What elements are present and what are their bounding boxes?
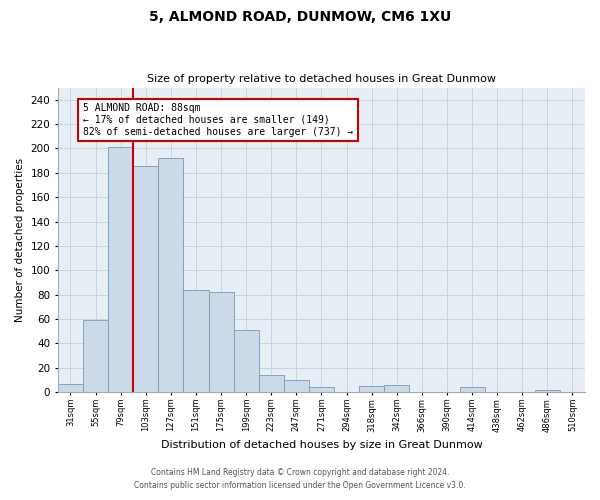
Bar [460,387,485,392]
Bar [535,390,560,392]
Bar [384,385,409,392]
Bar [284,380,309,392]
Y-axis label: Number of detached properties: Number of detached properties [15,158,25,322]
Bar [58,384,83,392]
Bar [133,166,158,392]
Bar [359,386,384,392]
Text: 5, ALMOND ROAD, DUNMOW, CM6 1XU: 5, ALMOND ROAD, DUNMOW, CM6 1XU [149,10,451,24]
Bar [83,320,108,392]
Bar [108,147,133,392]
Bar [259,375,284,392]
Bar [309,387,334,392]
Title: Size of property relative to detached houses in Great Dunmow: Size of property relative to detached ho… [147,74,496,84]
Text: Contains HM Land Registry data © Crown copyright and database right 2024.
Contai: Contains HM Land Registry data © Crown c… [134,468,466,490]
Bar [184,290,209,392]
X-axis label: Distribution of detached houses by size in Great Dunmow: Distribution of detached houses by size … [161,440,482,450]
Bar [209,292,233,392]
Bar [233,330,259,392]
Bar [158,158,184,392]
Text: 5 ALMOND ROAD: 88sqm
← 17% of detached houses are smaller (149)
82% of semi-deta: 5 ALMOND ROAD: 88sqm ← 17% of detached h… [83,104,353,136]
